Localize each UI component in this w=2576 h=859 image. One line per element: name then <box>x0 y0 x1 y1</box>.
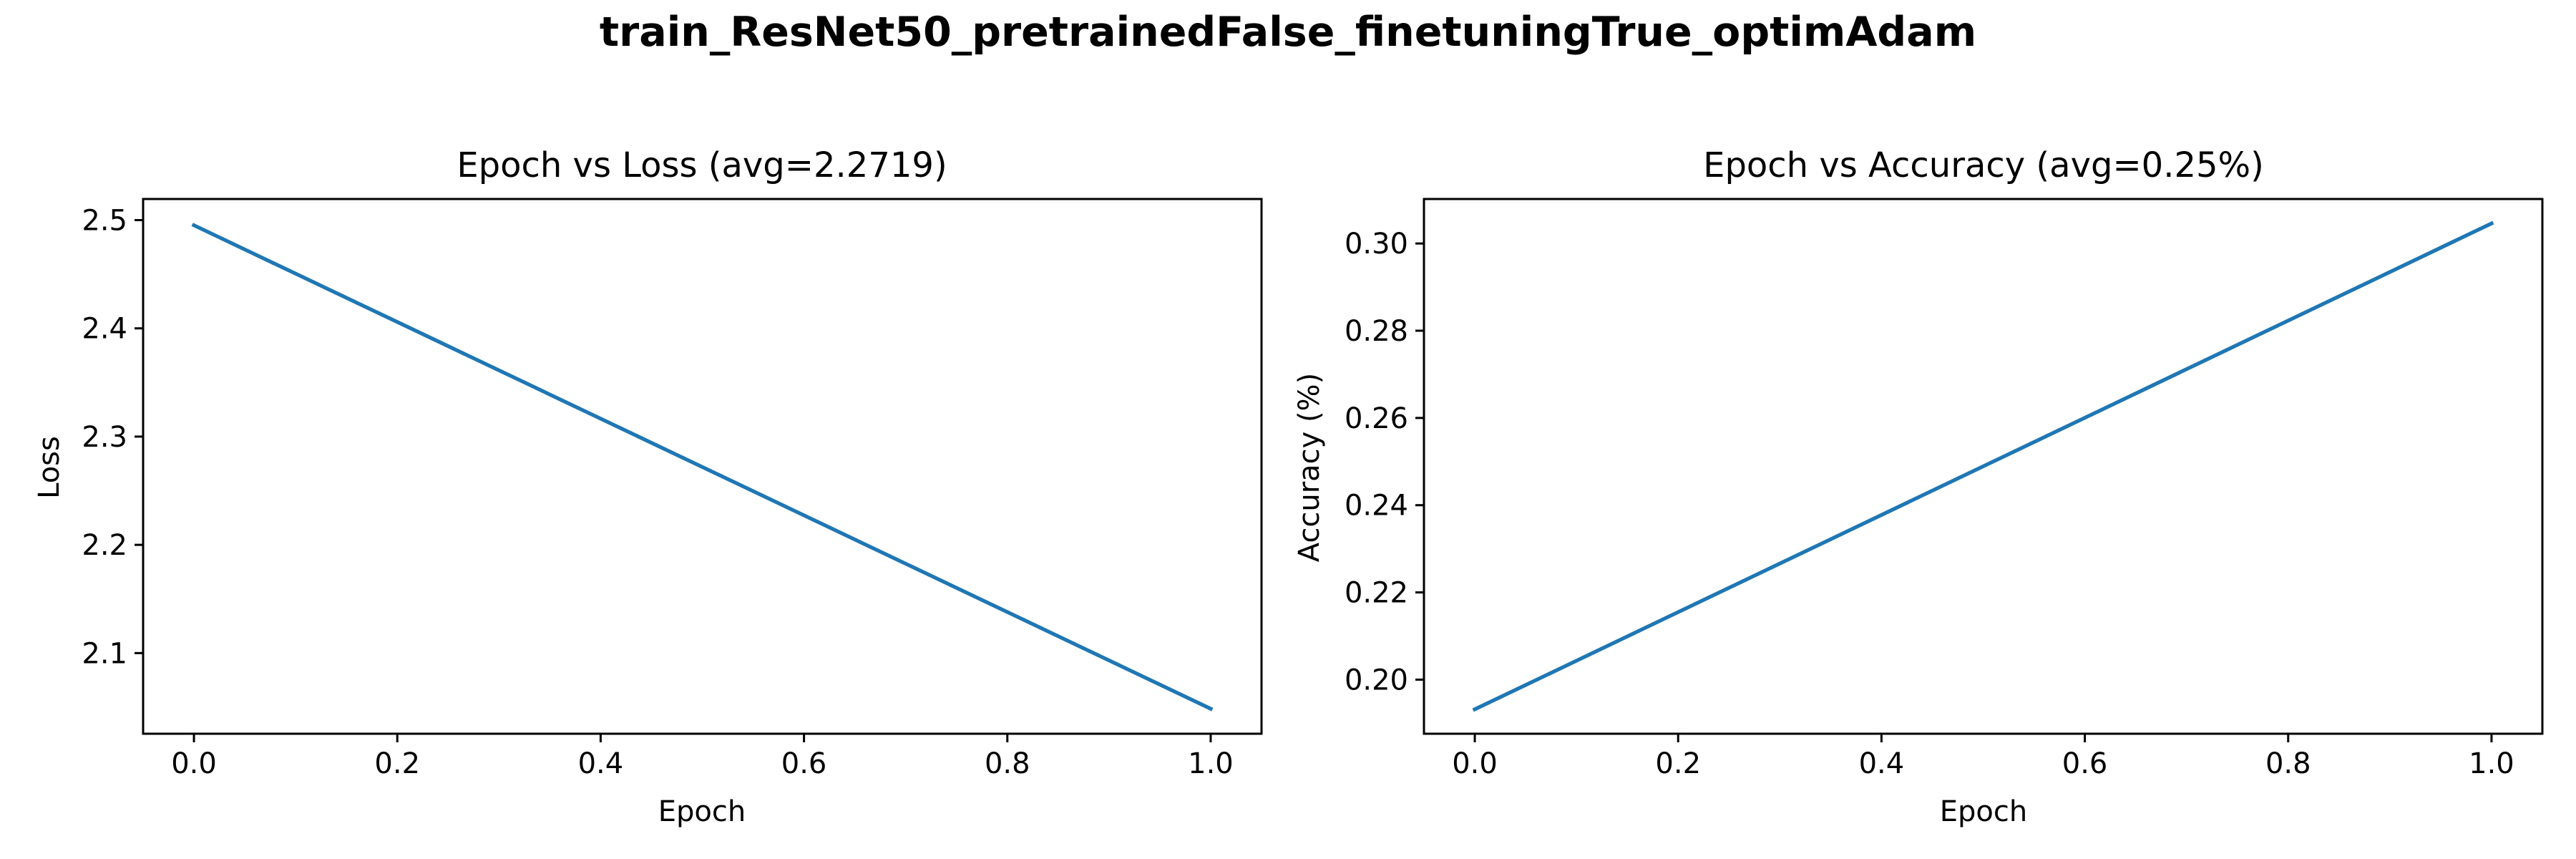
loss-y-tick-label: 2.3 <box>82 421 127 454</box>
loss-y-tick-label: 2.1 <box>82 637 127 670</box>
loss-y-axis-label: Loss <box>33 436 66 499</box>
accuracy-series-line <box>1472 220 2494 712</box>
figure-title: train_ResNet50_pretrainedFalse_finetunin… <box>600 9 1976 56</box>
loss-chart-title: Epoch vs Loss (avg=2.2719) <box>457 145 947 185</box>
accuracy-y-tick-label: 0.30 <box>1345 228 1408 261</box>
loss-subplot: Epoch vs Loss (avg=2.2719) Epoch Loss 0.… <box>33 145 1263 828</box>
loss-y-tick-label: 2.2 <box>82 529 127 562</box>
loss-x-tick-label: 0.6 <box>781 747 827 780</box>
loss-y-tick-label: 2.5 <box>82 204 127 237</box>
loss-series-line <box>191 223 1214 712</box>
loss-ticks: 0.0 0.2 0.4 0.6 0.8 1.0 2.1 2.2 2.3 2.4 2.5 <box>82 204 1233 780</box>
accuracy-x-tick-label: 1.0 <box>2469 747 2514 780</box>
accuracy-x-tick-label: 0.4 <box>1859 747 1905 780</box>
loss-x-axis-label: Epoch <box>658 795 746 828</box>
accuracy-y-tick-label: 0.28 <box>1345 315 1408 348</box>
loss-plot-frame <box>142 198 1263 735</box>
loss-y-tick-label: 2.4 <box>82 313 127 346</box>
accuracy-y-axis-label: Accuracy (%) <box>1293 373 1326 563</box>
accuracy-y-tick-label: 0.26 <box>1345 402 1408 435</box>
accuracy-subplot: Epoch vs Accuracy (avg=0.25%) Epoch Accu… <box>1293 145 2544 828</box>
accuracy-y-tick-label: 0.22 <box>1345 577 1408 610</box>
accuracy-x-tick-label: 0.0 <box>1452 747 1498 780</box>
accuracy-series-group <box>1472 220 2494 712</box>
accuracy-y-tick-label: 0.20 <box>1345 664 1408 697</box>
accuracy-x-axis-label: Epoch <box>1940 795 2027 828</box>
accuracy-ticks: 0.0 0.2 0.4 0.6 0.8 1.0 0.20 0.22 0.24 0.26 0.28 0.… <box>1345 228 2514 780</box>
loss-x-tick-label: 0.8 <box>985 747 1030 780</box>
accuracy-y-tick-label: 0.24 <box>1345 490 1408 523</box>
accuracy-chart-title: Epoch vs Accuracy (avg=0.25%) <box>1703 145 2264 185</box>
accuracy-plot-frame <box>1423 198 2544 735</box>
accuracy-x-tick-label: 0.8 <box>2265 747 2311 780</box>
accuracy-x-tick-label: 0.2 <box>1655 747 1701 780</box>
loss-x-tick-label: 0.2 <box>374 747 420 780</box>
loss-x-tick-label: 0.0 <box>171 747 217 780</box>
loss-series-group <box>191 223 1214 712</box>
loss-x-tick-label: 0.4 <box>578 747 624 780</box>
accuracy-x-tick-label: 0.6 <box>2062 747 2108 780</box>
loss-x-tick-label: 1.0 <box>1188 747 1234 780</box>
